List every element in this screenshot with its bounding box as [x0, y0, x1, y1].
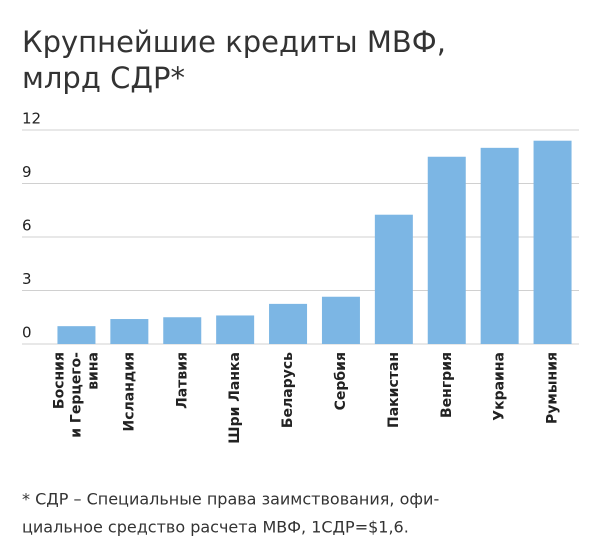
bar [427, 156, 466, 344]
y-tick-label: 9 [22, 163, 32, 181]
y-tick-label: 0 [22, 324, 32, 342]
x-tick-label: Румыния [545, 352, 561, 424]
x-tick-label: вина [85, 352, 101, 390]
footnote: циальное средство расчета МВФ, 1СДР=$1,6… [22, 518, 409, 537]
chart-title: млрд СДР* [22, 61, 185, 95]
y-tick-label: 3 [22, 270, 32, 288]
y-tick-label: 12 [22, 110, 41, 128]
y-tick-label: 6 [22, 217, 32, 235]
bar [163, 317, 202, 344]
x-tick-label: Венгрия [439, 352, 455, 418]
bar [374, 214, 413, 344]
bar [216, 315, 255, 344]
bar [57, 326, 96, 344]
footnote: * СДР – Специальные права заимствования,… [22, 490, 439, 509]
bar [321, 296, 360, 344]
bar [110, 319, 149, 344]
chart-title: Крупнейшие кредиты МВФ, [22, 25, 446, 59]
bar [480, 147, 519, 344]
bar [533, 140, 572, 344]
x-tick-label: Украина [492, 352, 508, 421]
x-tick-label: Шри Ланка [227, 352, 243, 444]
x-tick-label: Сербия [333, 352, 349, 410]
x-tick-label: Пакистан [386, 352, 402, 428]
x-tick-label: Латвия [174, 352, 190, 409]
x-tick-label: и Герцего- [68, 352, 84, 438]
x-tick-label: Исландия [121, 352, 137, 432]
x-tick-label: Беларусь [280, 352, 296, 428]
x-tick-label: Босния [51, 352, 67, 409]
bar [269, 303, 308, 344]
